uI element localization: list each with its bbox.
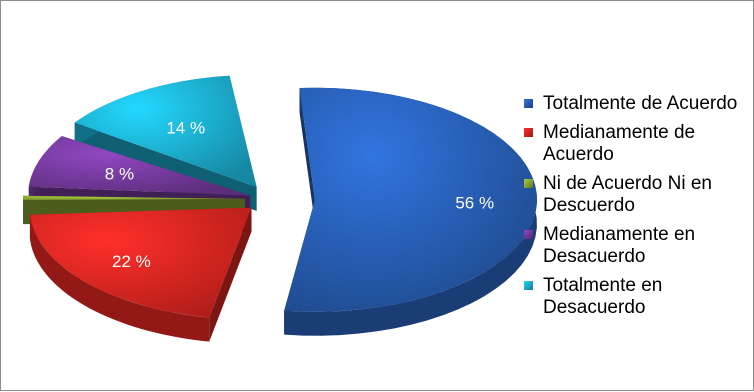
- data-label-medianamente-en-desacuerdo: 8 %: [105, 165, 134, 184]
- data-label-totalmente-en-desacuerdo: 14 %: [166, 118, 205, 137]
- legend-label: Totalmente de Acuerdo: [543, 93, 737, 114]
- legend-label: Totalmente en Desacuerdo: [543, 275, 662, 318]
- legend-item-totalmente-en-desacuerdo: Totalmente en Desacuerdo: [521, 275, 753, 319]
- legend-label: Ni de Acuerdo Ni en Descuerdo: [543, 173, 712, 216]
- legend-item-ni-de-acuerdo: Ni de Acuerdo Ni en Descuerdo: [521, 173, 753, 217]
- legend: Totalmente de Acuerdo Medianamente de Ac…: [521, 93, 753, 326]
- legend-swatch: [524, 281, 533, 290]
- legend-swatch: [524, 230, 533, 239]
- legend-item-medianamente-en-desacuerdo: Medianamente en Desacuerdo: [521, 224, 753, 268]
- legend-item-medianamente-de-acuerdo: Medianamente de Acuerdo: [521, 122, 753, 166]
- legend-label: Medianamente en Desacuerdo: [543, 224, 695, 267]
- pie-slice-medianamente-de-acuerdo: [30, 208, 252, 342]
- pie-slice-totalmente-de-acuerdo: [284, 88, 537, 336]
- legend-label: Medianamente de Acuerdo: [543, 122, 695, 165]
- legend-swatch: [524, 128, 533, 137]
- legend-item-totalmente-de-acuerdo: Totalmente de Acuerdo: [521, 93, 753, 115]
- legend-swatch: [524, 99, 533, 108]
- data-label-medianamente-de-acuerdo: 22 %: [112, 252, 151, 271]
- legend-swatch: [524, 179, 533, 188]
- data-label-totalmente-de-acuerdo: 56 %: [455, 194, 494, 213]
